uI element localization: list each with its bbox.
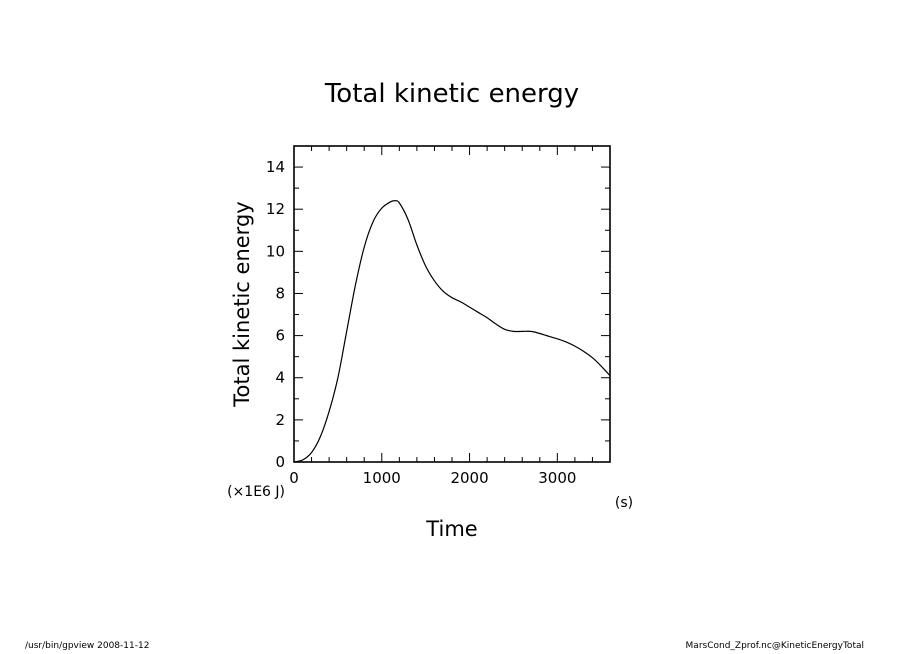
plot-frame xyxy=(293,145,611,463)
y-tick-label: 8 xyxy=(275,284,285,302)
y-tick-label: 10 xyxy=(266,242,285,260)
x-tick-label: 2000 xyxy=(450,469,488,487)
x-tick-label: 1000 xyxy=(363,469,401,487)
chart-title: Total kinetic energy xyxy=(324,79,579,109)
y-unit-label: (×1E6 J) xyxy=(227,484,285,500)
x-unit-label: (s) xyxy=(615,495,633,511)
footer-right: MarsCond_Zprof.nc@KineticEnergyTotal xyxy=(685,641,864,651)
y-tick-label: 6 xyxy=(275,327,285,345)
y-tick-label: 12 xyxy=(266,200,285,218)
y-tick-label: 14 xyxy=(266,158,285,176)
y-axis-label: Total kinetic energy xyxy=(230,201,254,407)
x-axis-label: Time xyxy=(425,517,477,541)
series-line xyxy=(293,200,611,463)
footer-left: /usr/bin/gpview 2008-11-12 xyxy=(25,641,150,651)
y-tick-label: 4 xyxy=(275,369,285,387)
axes: 0 1000 2000 3000 0 2 4 6 8 10 12 14 xyxy=(266,145,611,487)
x-tick-label: 3000 xyxy=(538,469,576,487)
x-tick-label: 0 xyxy=(289,469,299,487)
y-tick-label: 0 xyxy=(275,453,285,471)
y-tick-label: 2 xyxy=(275,411,285,429)
